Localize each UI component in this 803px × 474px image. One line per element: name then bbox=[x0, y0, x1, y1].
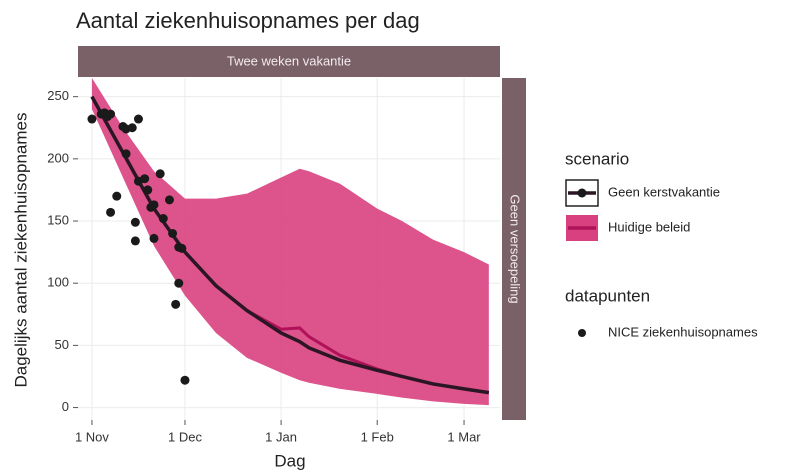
data-point bbox=[158, 214, 168, 224]
strip-top bbox=[78, 46, 500, 77]
data-point bbox=[143, 185, 153, 195]
data-point bbox=[168, 228, 178, 238]
data-point bbox=[130, 236, 140, 246]
data-point bbox=[130, 217, 140, 227]
data-point bbox=[106, 207, 116, 217]
data-point bbox=[87, 114, 97, 124]
data-point bbox=[121, 149, 131, 159]
data-point bbox=[146, 202, 156, 212]
data-point bbox=[164, 195, 174, 205]
legend-label: Huidige beleid bbox=[608, 219, 690, 234]
x-tick-label: 1 Mar bbox=[447, 429, 481, 444]
data-point bbox=[127, 123, 137, 133]
ribbon bbox=[91, 78, 489, 406]
legend-label: Geen kerstvakantie bbox=[608, 184, 720, 199]
data-point bbox=[155, 169, 165, 179]
series-line bbox=[90, 95, 490, 395]
data-point bbox=[180, 375, 190, 385]
strip-top-label: Twee weken vakantie bbox=[227, 53, 351, 68]
y-tick-label: 150 bbox=[47, 212, 69, 227]
data-point bbox=[133, 114, 143, 124]
data-point bbox=[99, 108, 109, 118]
chart-title: Aantal ziekenhuisopnames per dag bbox=[76, 8, 420, 33]
strip-right bbox=[502, 78, 526, 420]
legend-key-dot bbox=[578, 329, 586, 337]
y-axis-title: Dagelijks aantal ziekenhuisopnames bbox=[11, 113, 30, 388]
y-tick-label: 0 bbox=[62, 399, 69, 414]
data-point bbox=[177, 243, 187, 253]
data-point bbox=[112, 191, 122, 201]
data-point bbox=[174, 278, 184, 288]
y-tick-label: 100 bbox=[47, 275, 69, 290]
legend-label: NICE ziekenhuisopnames bbox=[608, 324, 758, 339]
data-point bbox=[140, 174, 150, 184]
y-tick-label: 250 bbox=[47, 88, 69, 103]
legend-title: datapunten bbox=[565, 286, 650, 305]
x-tick-label: 1 Nov bbox=[75, 429, 109, 444]
data-point bbox=[149, 233, 159, 243]
legend-key-dot bbox=[577, 188, 587, 198]
x-tick-label: 1 Jan bbox=[265, 429, 297, 444]
data-point bbox=[171, 299, 181, 309]
y-tick-label: 200 bbox=[47, 150, 69, 165]
y-tick-label: 50 bbox=[55, 337, 69, 352]
legend-title: scenario bbox=[565, 149, 629, 168]
x-axis-title: Dag bbox=[274, 451, 305, 470]
x-tick-label: 1 Dec bbox=[168, 429, 202, 444]
strip-right-label: Geen versoepeling bbox=[508, 194, 523, 303]
x-tick-label: 1 Feb bbox=[361, 429, 394, 444]
